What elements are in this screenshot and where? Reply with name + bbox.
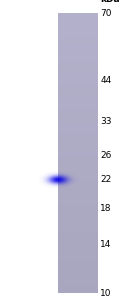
Text: 22: 22 [100, 175, 111, 184]
Text: 18: 18 [100, 204, 112, 213]
Text: 10: 10 [100, 289, 112, 298]
Text: 44: 44 [100, 76, 111, 85]
Text: 70: 70 [100, 9, 112, 18]
Text: 26: 26 [100, 151, 111, 160]
Text: 14: 14 [100, 240, 111, 249]
Text: 33: 33 [100, 117, 112, 126]
Text: kDa: kDa [100, 0, 120, 4]
